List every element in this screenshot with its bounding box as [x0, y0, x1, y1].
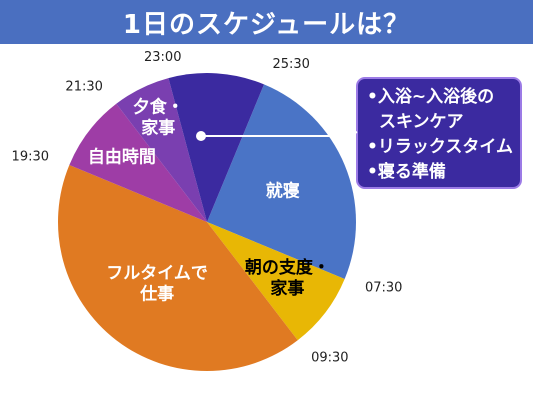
- time-tick-label: 23:00: [144, 50, 181, 65]
- time-tick-label: 07:30: [365, 280, 402, 295]
- time-tick-label: 09:30: [311, 351, 348, 366]
- pie-slice-5: [168, 72, 265, 222]
- time-tick-label: 19:30: [12, 150, 49, 165]
- time-tick-label: 21:30: [65, 79, 102, 94]
- pie-slice-4: [116, 78, 207, 222]
- pie-slice-0: [207, 84, 357, 280]
- slice-label-2: フルタイムで仕事: [106, 264, 208, 305]
- slice-label-4: 夕食・家事: [133, 97, 184, 139]
- pie-slice-2: [57, 164, 298, 371]
- annotation-text: •入浴~入浴後のスキンケア•リラックスタイム•寝る準備: [367, 86, 513, 182]
- chart-title: 1日のスケジュールは？: [122, 9, 411, 40]
- slice-label-3: 自由時間: [88, 147, 156, 168]
- slice-label-1: 朝の支度・家事: [245, 257, 330, 299]
- pie-slice-1: [207, 222, 345, 341]
- pie-slice-3: [69, 103, 207, 222]
- time-tick-label: 25:30: [272, 57, 309, 72]
- annotation-leader-line: [201, 131, 358, 137]
- slice-label-0: 就寝: [266, 181, 300, 202]
- title-bar: 1日のスケジュールは？: [0, 0, 533, 44]
- annotation-anchor-dot: [196, 131, 206, 141]
